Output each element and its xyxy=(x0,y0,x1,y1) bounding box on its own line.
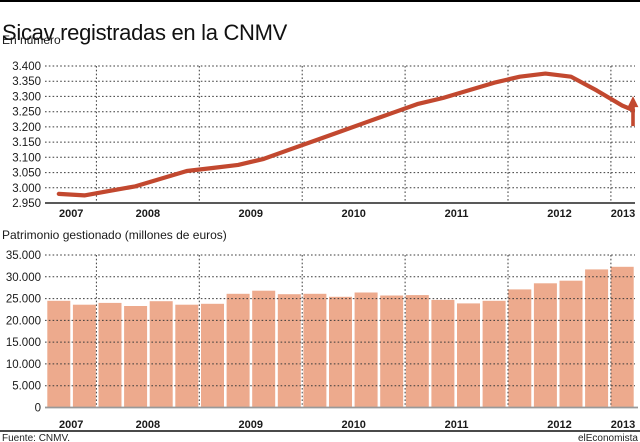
brand-label: elEconomista xyxy=(577,433,638,442)
svg-text:2011: 2011 xyxy=(445,419,469,431)
bar-quarter xyxy=(47,300,71,408)
bar-quarter xyxy=(226,293,250,408)
bar-quarter xyxy=(380,295,404,408)
svg-text:0: 0 xyxy=(35,403,41,415)
svg-text:2013: 2013 xyxy=(611,208,635,220)
bar-quarter xyxy=(124,306,148,408)
line-chart-gridlines xyxy=(45,65,635,203)
bar-chart-x-tick-labels: 2007 2008 2009 2010 2011 2012 2013 xyxy=(59,419,635,431)
page-title: Sicav registradas en la CNMV xyxy=(2,19,288,45)
bar-chart-title: Patrimonio gestionado (millones de euros… xyxy=(2,228,227,242)
svg-text:3.250: 3.250 xyxy=(12,107,41,119)
bar-quarter xyxy=(508,289,532,408)
line-chart: 3.400 3.350 3.300 3.250 3.200 3.150 3.100 3.050… xyxy=(12,61,639,220)
svg-text:2007: 2007 xyxy=(59,419,83,431)
svg-text:2013: 2013 xyxy=(611,419,635,431)
bar-quarter xyxy=(72,304,96,408)
bar-quarter xyxy=(98,302,122,408)
svg-text:3.050: 3.050 xyxy=(12,168,41,180)
svg-text:3.150: 3.150 xyxy=(12,137,41,149)
svg-text:2.950: 2.950 xyxy=(12,198,41,210)
bar-quarter xyxy=(431,299,455,408)
svg-text:3.300: 3.300 xyxy=(12,91,41,103)
top-border-rule xyxy=(0,0,640,2)
line-chart-x-tick-labels: 2007 2008 2009 2010 2011 2012 2013 xyxy=(59,208,635,220)
bar-quarter xyxy=(329,296,352,408)
svg-text:15.000: 15.000 xyxy=(6,337,41,349)
line-chart-subtitle: En número xyxy=(2,33,61,47)
footer-rule xyxy=(0,430,640,432)
svg-text:35.000: 35.000 xyxy=(6,250,41,262)
bar-series-patrimonio xyxy=(47,266,634,408)
svg-text:2008: 2008 xyxy=(136,419,160,431)
svg-text:2009: 2009 xyxy=(239,419,263,431)
svg-text:2008: 2008 xyxy=(136,208,160,220)
svg-text:2010: 2010 xyxy=(341,208,365,220)
bar-quarter xyxy=(482,300,506,408)
svg-text:2011: 2011 xyxy=(445,208,469,220)
bar-quarter xyxy=(149,301,173,408)
svg-text:5.000: 5.000 xyxy=(12,381,41,393)
bar-chart-gridlines xyxy=(45,254,635,408)
svg-text:3.400: 3.400 xyxy=(12,61,41,73)
line-chart-y-tick-labels: 3.400 3.350 3.300 3.250 3.200 3.150 3.100 3.050… xyxy=(12,61,41,210)
bar-quarter xyxy=(201,303,224,408)
svg-text:3.000: 3.000 xyxy=(12,183,41,195)
bar-quarter xyxy=(533,283,557,408)
svg-text:2007: 2007 xyxy=(59,208,83,220)
bar-quarter xyxy=(559,280,583,408)
bar-quarter xyxy=(405,295,429,408)
bar-chart: 35.000 30.000 25.000 20.000 15.000 10.000 5.00… xyxy=(6,250,638,431)
svg-text:25.000: 25.000 xyxy=(6,294,41,306)
bar-quarter xyxy=(175,304,199,408)
bar-quarter xyxy=(303,293,327,408)
bar-quarter xyxy=(610,266,634,408)
svg-text:2012: 2012 xyxy=(547,208,571,220)
svg-text:2010: 2010 xyxy=(341,419,365,431)
bar-quarter xyxy=(585,269,609,408)
bar-quarter xyxy=(354,292,378,408)
source-label: Fuente: CNMV. xyxy=(2,433,70,442)
bar-quarter xyxy=(252,290,276,408)
bar-chart-y-tick-labels: 35.000 30.000 25.000 20.000 15.000 10.000 5.00… xyxy=(6,250,41,415)
bar-quarter xyxy=(457,303,480,408)
svg-text:10.000: 10.000 xyxy=(6,359,41,371)
bar-quarter xyxy=(277,294,301,408)
footer: Fuente: CNMV. elEconomista xyxy=(0,432,640,442)
svg-text:2012: 2012 xyxy=(547,419,571,431)
svg-text:3.200: 3.200 xyxy=(12,122,41,134)
svg-text:30.000: 30.000 xyxy=(6,272,41,284)
svg-text:3.350: 3.350 xyxy=(12,76,41,88)
svg-text:2009: 2009 xyxy=(239,208,263,220)
up-arrow-icon xyxy=(627,96,639,127)
svg-text:3.100: 3.100 xyxy=(12,152,41,164)
svg-text:20.000: 20.000 xyxy=(6,315,41,327)
sicav-count-line-series xyxy=(56,71,636,198)
